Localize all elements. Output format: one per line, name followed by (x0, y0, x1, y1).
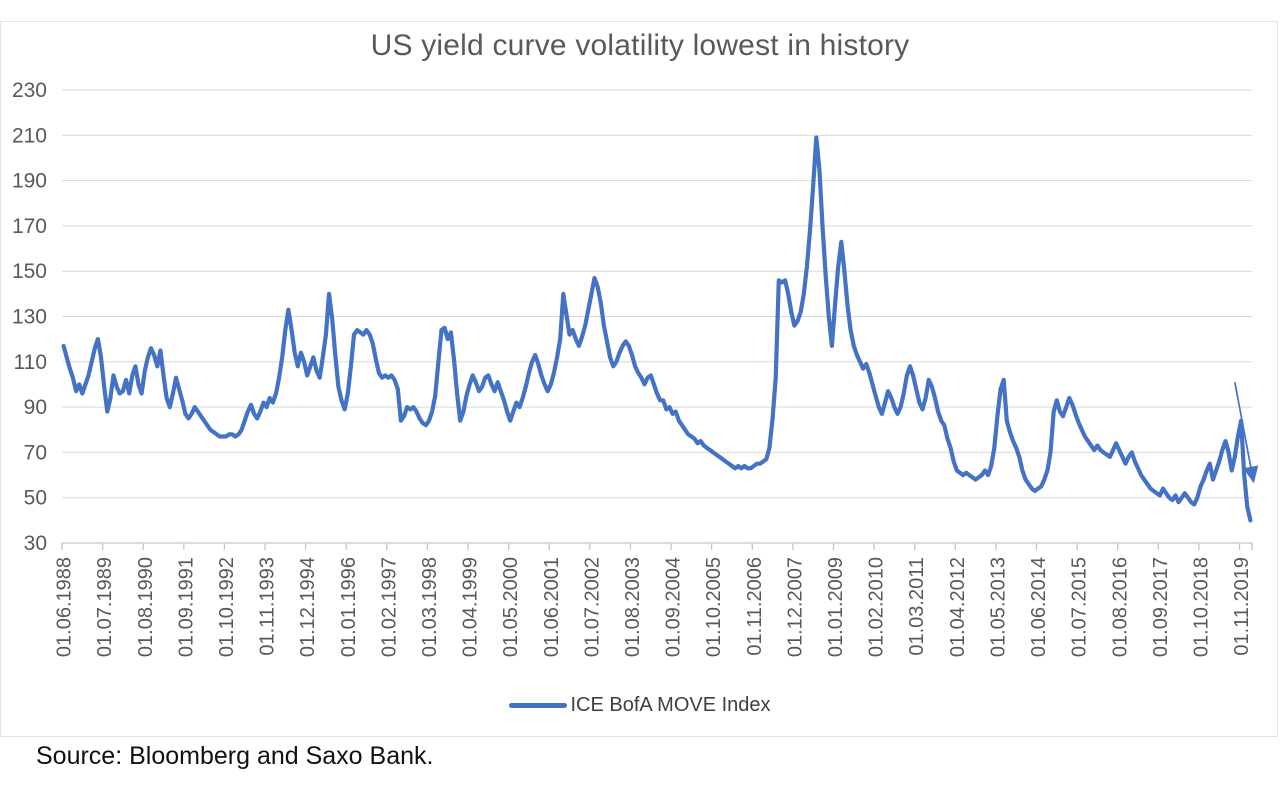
chart-title: US yield curve volatility lowest in hist… (370, 29, 910, 62)
x-tick-label: 01.11.2006 (744, 557, 766, 656)
gridlines (62, 89, 1252, 499)
x-tick-label: 01.01.2009 (825, 557, 847, 657)
y-tick-label: 230 (12, 79, 47, 102)
x-tick-label: 01.06.1988 (54, 557, 76, 657)
x-tick-label: 01.06.2001 (541, 557, 563, 657)
y-tick-label: 50 (24, 487, 47, 510)
y-axis-labels: 30 50 70 90 110 130 150 170 190 210 230 (12, 79, 47, 555)
y-tick-label: 130 (12, 306, 47, 329)
x-tick-label: 01.12.2007 (784, 557, 806, 657)
source-note: Source: Bloomberg and Saxo Bank. (36, 742, 434, 770)
x-tick-label: 01.04.2012 (947, 557, 969, 657)
x-tick-label: 01.03.2011 (906, 557, 928, 656)
x-tick-label: 01.03.1998 (419, 557, 441, 657)
y-tick-label: 170 (12, 215, 47, 238)
x-tick-label: 01.05.2013 (987, 557, 1009, 657)
x-tick-label: 01.12.1994 (297, 557, 319, 657)
y-tick-label: 110 (14, 351, 47, 374)
x-tick-label: 01.08.2016 (1109, 557, 1131, 657)
x-tick-label: 01.10.2005 (703, 557, 725, 657)
x-tick-label: 01.08.1990 (135, 557, 157, 657)
y-tick-label: 190 (12, 170, 47, 193)
x-tick-label: 01.10.1992 (216, 557, 238, 657)
x-tick-label: 01.09.2004 (663, 557, 685, 657)
x-axis-labels: 01.06.1988 01.07.1989 01.08.1990 01.09.1991… (54, 557, 1254, 657)
x-tick-label: 01.08.2003 (622, 557, 644, 657)
move-index-line (61, 135, 1253, 523)
x-tick-label: 01.09.2017 (1150, 557, 1172, 657)
x-tick-label: 01.06.2014 (1028, 557, 1050, 657)
x-tick-label: 01.07.1989 (94, 557, 116, 657)
x-tick-label: 01.11.1993 (257, 557, 279, 656)
x-tick-label: 01.02.1997 (378, 557, 400, 657)
y-tick-label: 90 (24, 396, 47, 419)
legend-line-sample (509, 702, 568, 708)
y-tick-label: 210 (12, 124, 47, 147)
down-arrow-annotation (1233, 382, 1259, 484)
legend: ICE BofA MOVE Index (0, 692, 1280, 718)
x-tick-label: 01.11.2019 (1231, 557, 1253, 656)
x-tick-label: 01.07.2002 (581, 557, 603, 657)
chart-frame (0, 21, 1278, 737)
y-tick-label: 30 (24, 532, 47, 555)
x-tick-label: 01.10.2018 (1190, 557, 1212, 657)
y-tick-label: 70 (24, 441, 47, 464)
x-tick-label: 01.01.1996 (338, 557, 360, 657)
x-axis (61, 542, 1253, 550)
x-tick-label: 01.09.1991 (175, 557, 197, 657)
legend-label: ICE BofA MOVE Index (570, 693, 771, 716)
x-tick-label: 01.02.2010 (866, 557, 888, 657)
y-tick-label: 150 (12, 260, 47, 283)
x-tick-label: 01.07.2015 (1069, 557, 1091, 657)
x-tick-label: 01.05.2000 (500, 557, 522, 657)
x-tick-label: 01.04.1999 (460, 557, 482, 657)
